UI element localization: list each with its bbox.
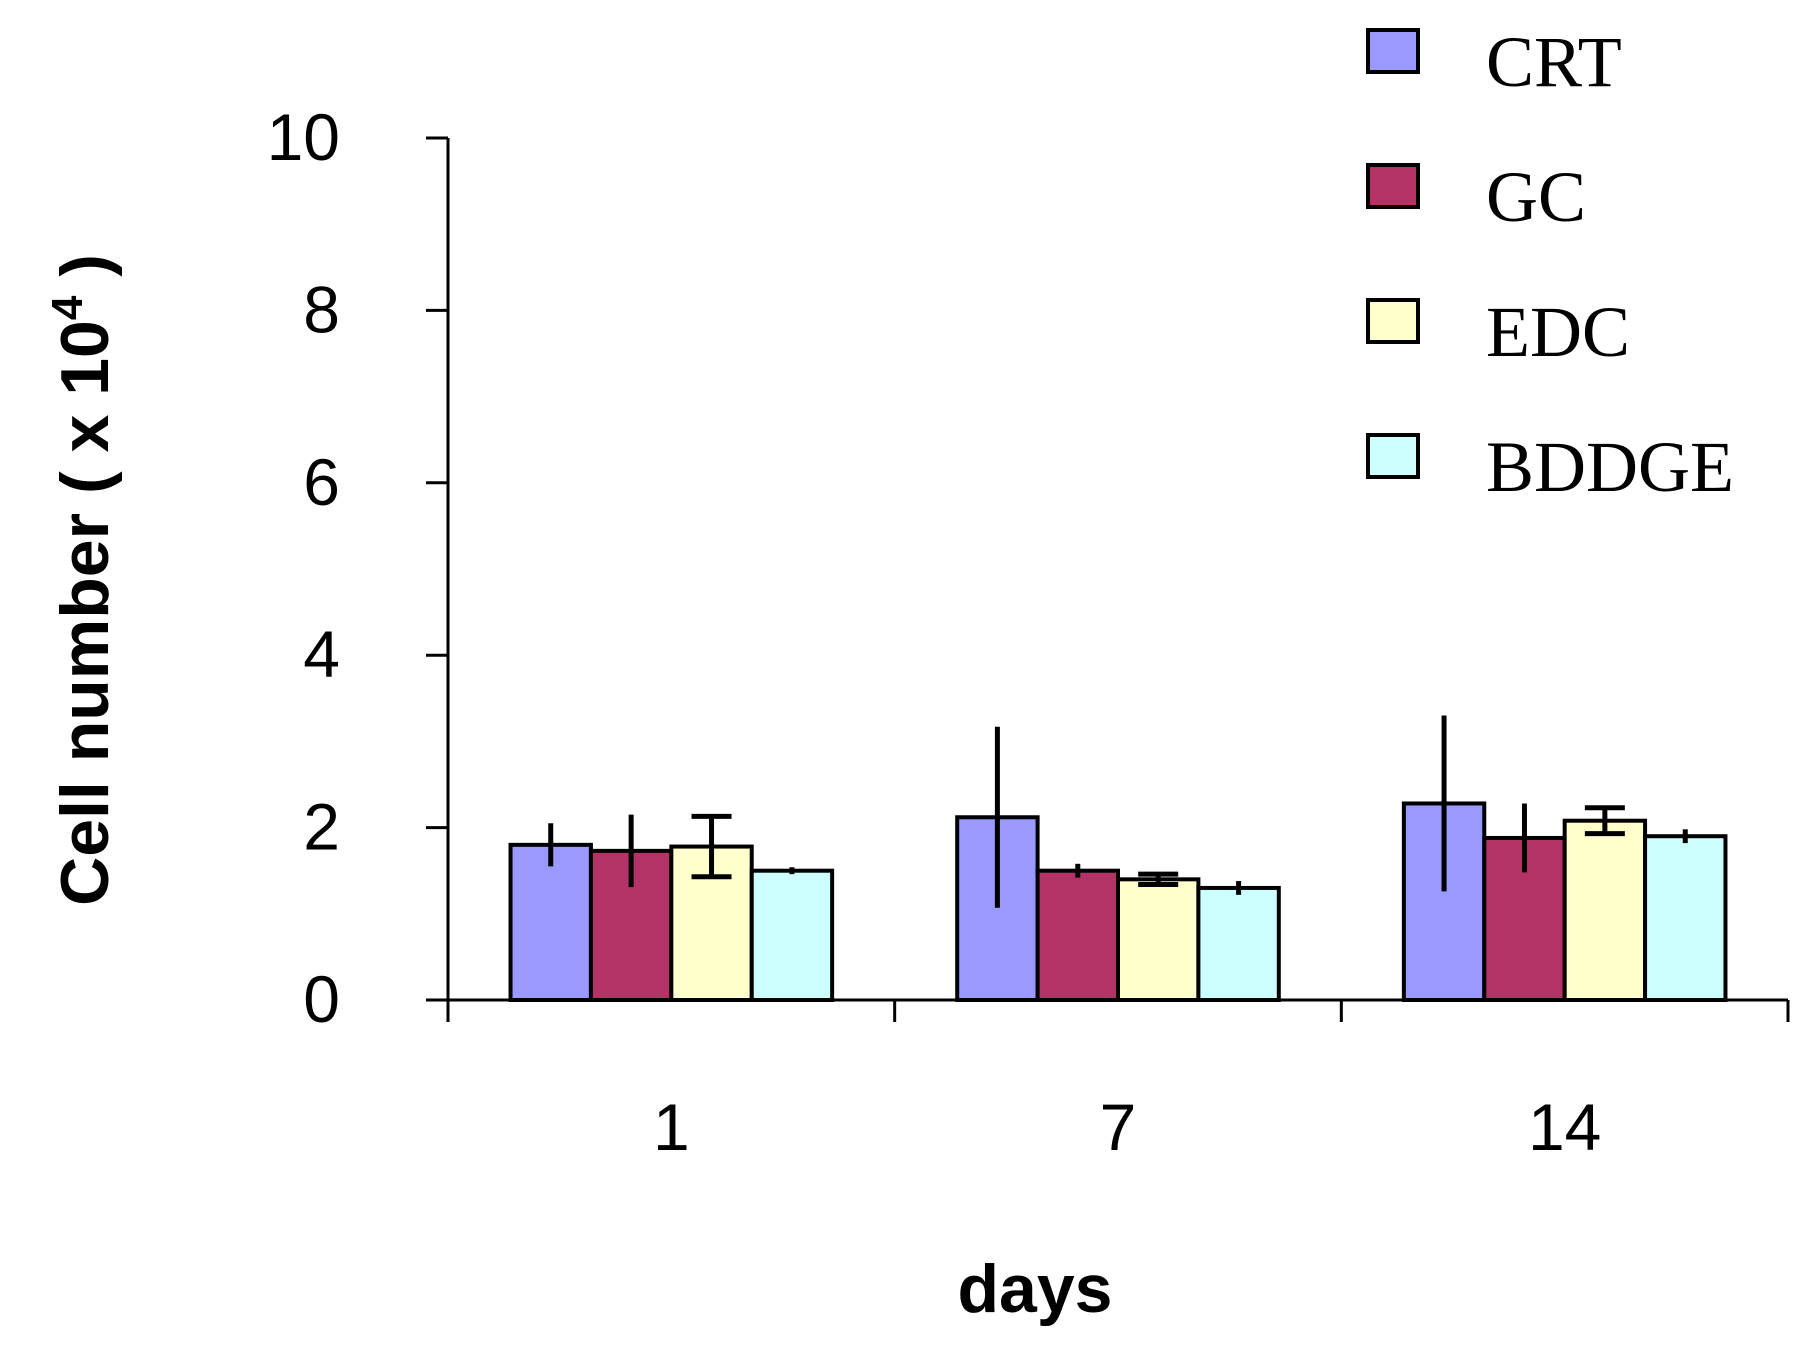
y-axis-title: Cell number ( x 104 ) [43,254,123,906]
y-axis-title-main: Cell number ( x 10 [47,320,123,906]
y-ticks: 0 2 4 6 8 10 [267,100,448,1036]
bar-bddge-day-1 [749,868,835,1003]
y-tick-label: 4 [303,617,340,691]
x-tick-label: 7 [1100,1090,1137,1164]
legend-swatch-gc [1366,163,1420,209]
bar-crt-day-1 [508,842,593,1003]
bar-bddge-day-14 [1643,834,1728,1002]
x-tick-label: 14 [1528,1090,1601,1164]
legend-label-bddge: BDDGE [1486,427,1734,507]
x-axis-title: days [958,1251,1113,1327]
bar-edc-day-7 [1116,877,1201,1003]
legend-label-edc: EDC [1486,292,1630,372]
legend-label-gc: GC [1486,157,1586,237]
y-axis-title-superscript: 4 [43,295,92,320]
bars [508,801,1728,1003]
y-tick-label: 8 [303,272,340,346]
bar-gc-day-7 [1035,868,1120,1003]
y-axis-title-close: ) [47,254,123,296]
error-bars [548,715,1688,908]
bar-bddge-day-7 [1196,885,1281,1002]
y-tick-label: 0 [303,962,340,1036]
y-tick-label: 2 [303,790,340,864]
x-ticks: 1 7 14 [446,1000,1790,1164]
legend-swatch-edc [1366,298,1420,344]
y-tick-label: 10 [267,100,340,174]
legend-label-crt: CRT [1486,22,1622,102]
bar-edc-day-14 [1562,818,1648,1002]
x-tick-label: 1 [653,1090,690,1164]
legend-swatch-crt [1366,28,1420,74]
y-tick-label: 6 [303,445,340,519]
legend: CRT GC EDC BDDGE [1366,22,1734,507]
legend-swatch-bddge [1366,433,1420,479]
